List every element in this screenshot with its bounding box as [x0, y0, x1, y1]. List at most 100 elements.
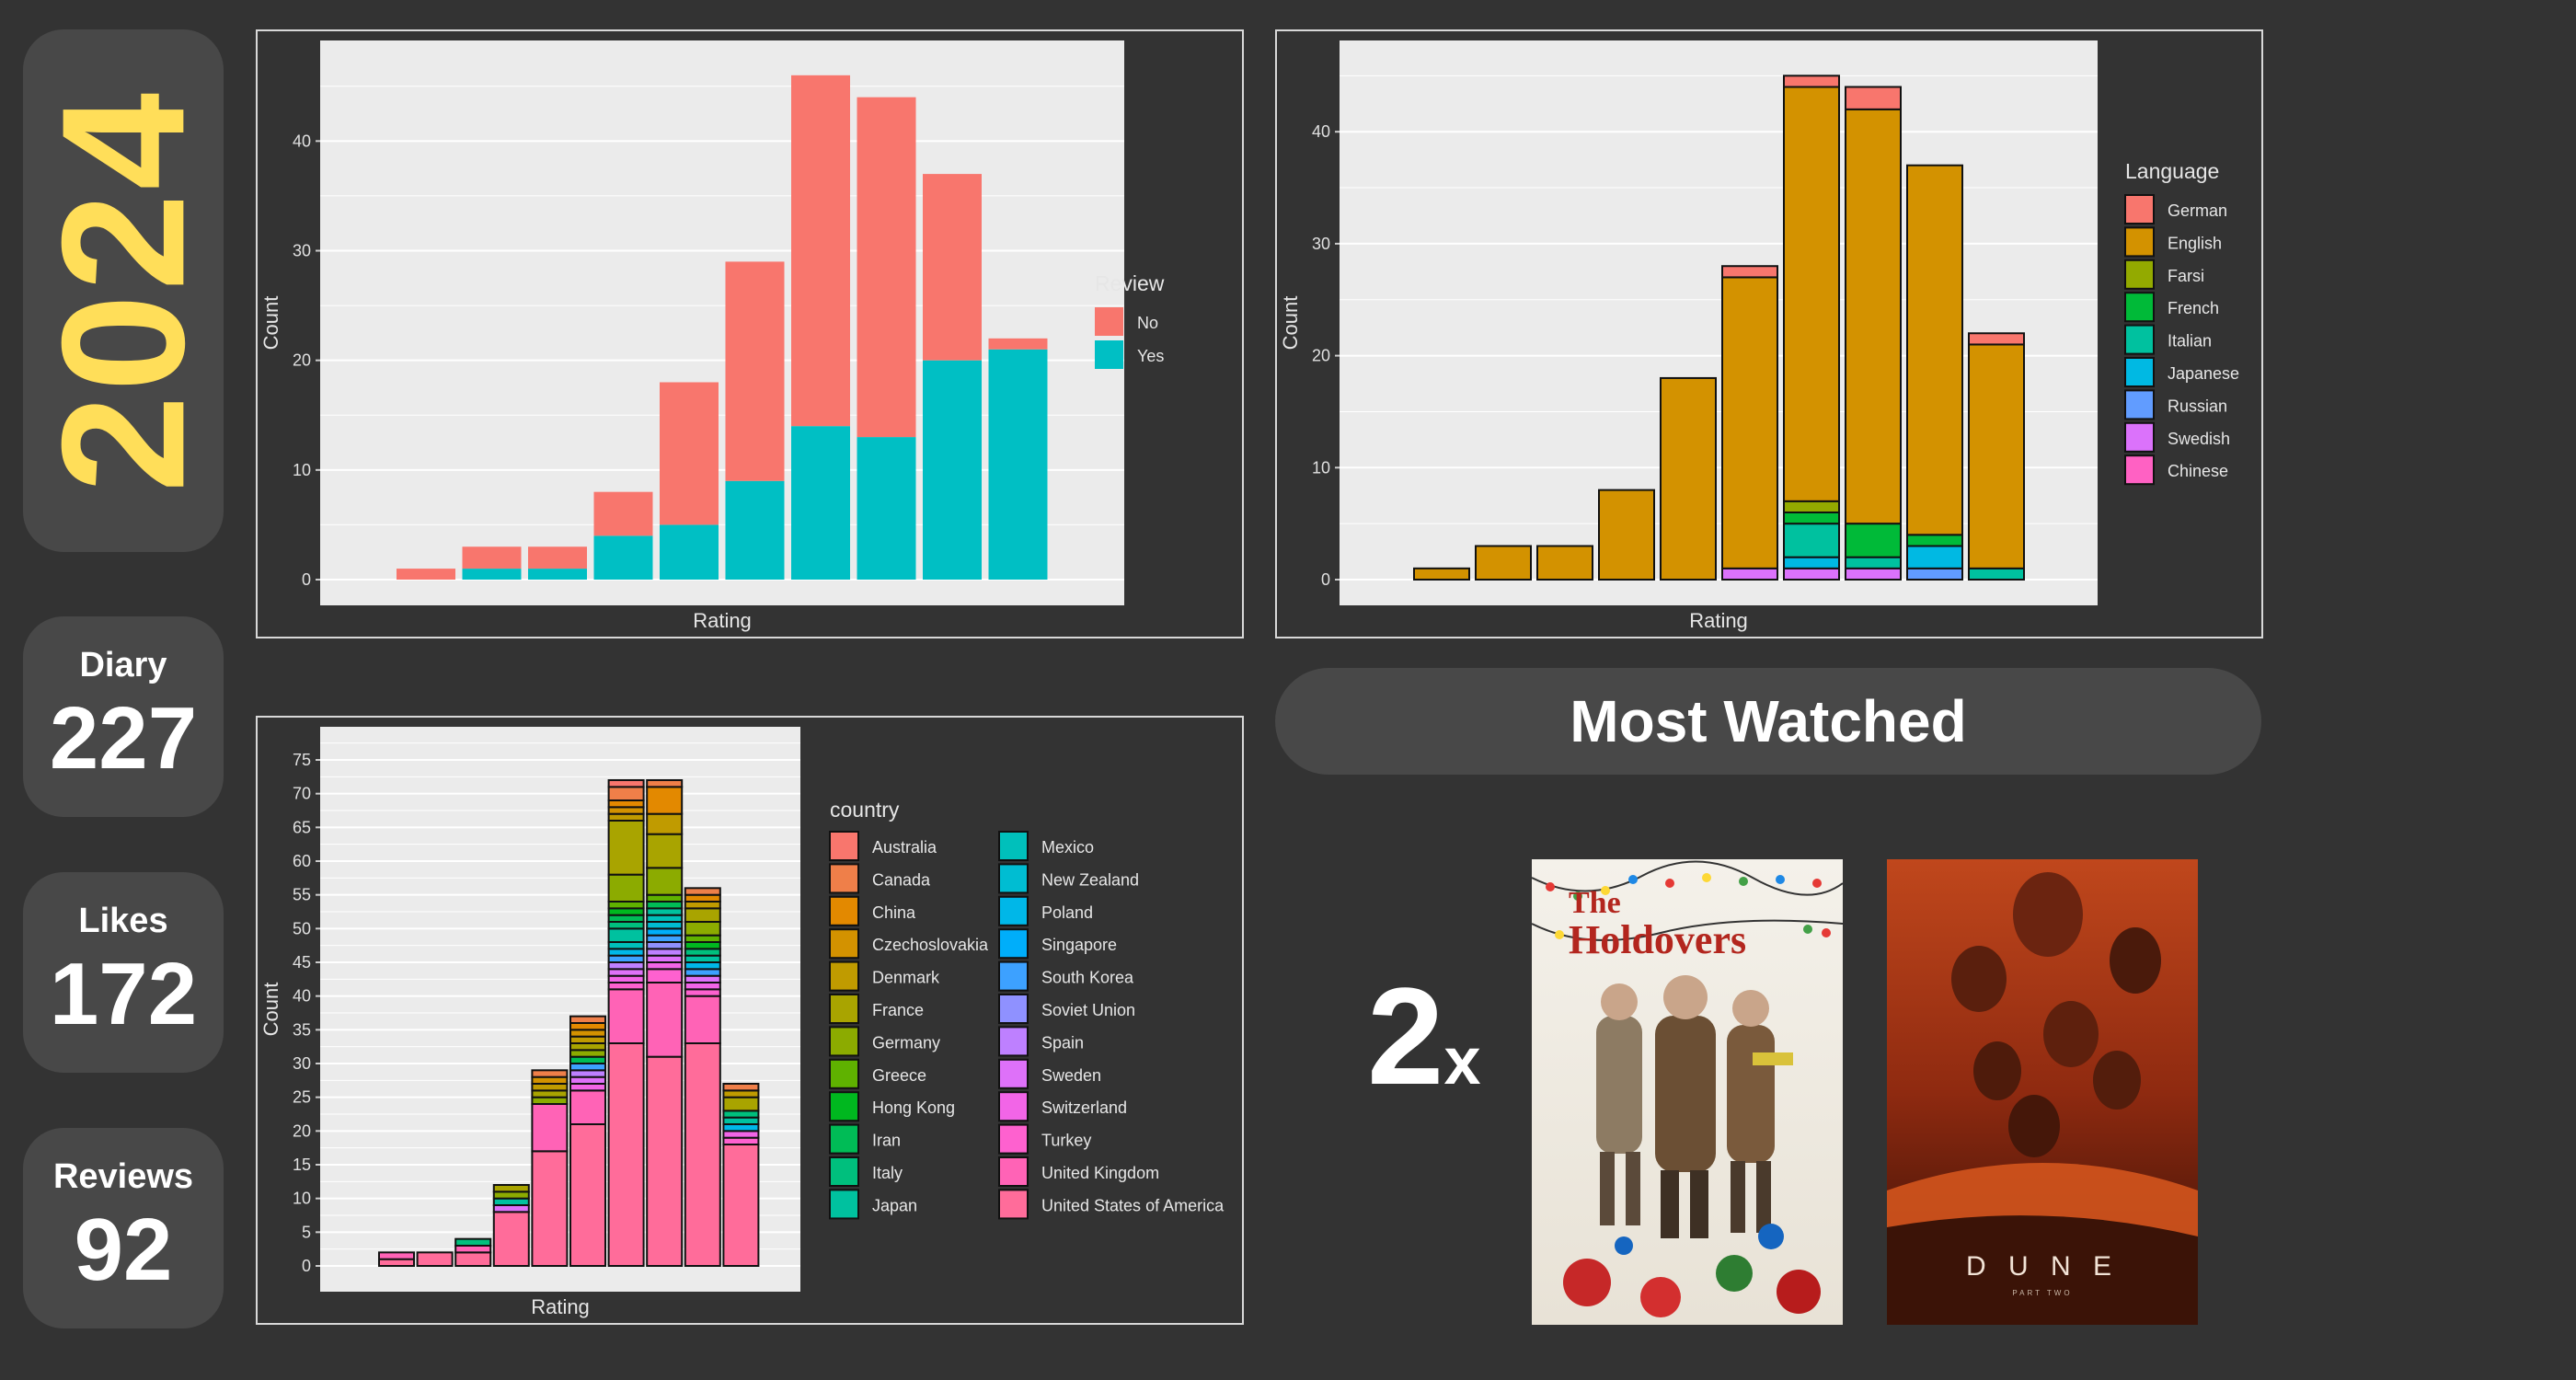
bar-germany — [607, 873, 645, 903]
bar-yes — [462, 569, 522, 580]
y-tick-label: 70 — [293, 785, 311, 803]
legend-label-south-korea: South Korea — [1041, 969, 1134, 987]
legend-label-hong-kong: Hong Kong — [872, 1098, 955, 1117]
bar-czechoslovakia — [569, 1029, 606, 1038]
bar-turkey — [646, 968, 684, 984]
legend-label-turkey: Turkey — [1041, 1132, 1091, 1150]
bar-german — [1721, 265, 1778, 279]
legend-key-french — [2124, 292, 2155, 323]
legend-label-canada: Canada — [872, 870, 931, 889]
legend-key-denmark — [829, 960, 859, 992]
bar-greece — [607, 901, 645, 910]
dune-title: D U N E — [1966, 1251, 2119, 1282]
y-tick-label: 75 — [293, 751, 311, 769]
legend-key-japan — [829, 1189, 859, 1220]
legend-label-singapore: Singapore — [1041, 936, 1117, 954]
bar-denmark — [607, 812, 645, 822]
bar-yes — [660, 524, 719, 580]
legend-key-united-states-of-america — [998, 1189, 1029, 1220]
bar-france — [531, 1089, 569, 1098]
bar-poland — [684, 961, 721, 971]
dune-subtitle: PART TWO — [2012, 1289, 2072, 1297]
reviews-stat-card: Reviews 92 — [23, 1128, 224, 1328]
bar-united-kingdom — [569, 1089, 606, 1126]
bar-sweden — [569, 1075, 606, 1085]
legend-label-new-zealand: New Zealand — [1041, 870, 1139, 889]
bar-new-zealand — [646, 921, 684, 930]
likes-label: Likes — [78, 901, 168, 940]
bar-united-kingdom — [646, 982, 684, 1058]
legend-label-iran: Iran — [872, 1132, 901, 1150]
bar-no — [857, 97, 916, 438]
bar-italian — [1845, 556, 1902, 569]
y-tick-label: 10 — [293, 461, 311, 479]
legend-label-japan: Japan — [872, 1196, 917, 1214]
bar-yes — [791, 426, 850, 580]
legend-key-hong-kong — [829, 1091, 859, 1122]
bar-united-kingdom — [454, 1245, 492, 1254]
legend-key-united-kingdom — [998, 1156, 1029, 1187]
y-tick-label: 20 — [293, 351, 311, 370]
bar-china — [684, 893, 721, 903]
legend-key-australia — [829, 831, 859, 861]
legend-key-chinese — [2124, 454, 2155, 486]
bar-japan — [492, 1197, 530, 1207]
bar-switzerland — [607, 974, 645, 983]
bar-japan — [684, 954, 721, 963]
bar-spain — [646, 948, 684, 957]
y-tick-label: 55 — [293, 886, 311, 904]
poster-the-holdovers[interactable]: The Holdovers — [1532, 859, 1843, 1325]
bar-china — [569, 1022, 606, 1031]
bar-no — [791, 75, 850, 427]
review-chart-panel: 0 10 20 30 40 Rating Count Review No Yes — [256, 29, 1244, 638]
y-tick-label: 60 — [293, 852, 311, 870]
bar-italy — [684, 948, 721, 957]
bar-poland — [722, 1123, 760, 1133]
y-tick-label: 40 — [293, 132, 311, 150]
legend-key-iran — [829, 1123, 859, 1155]
bar-japanese — [1906, 545, 1963, 569]
legend-key-mexico — [998, 831, 1029, 861]
bar-denmark — [684, 901, 721, 910]
likes-value: 172 — [49, 944, 198, 1043]
bar-switzerland — [684, 982, 721, 991]
legend-key-switzerland — [998, 1091, 1029, 1122]
bar-united-states-of-america — [378, 1258, 415, 1268]
holdovers-title-line1: The — [1569, 886, 1621, 920]
bar-germany — [646, 867, 684, 896]
legend-key-yes — [1095, 340, 1123, 369]
bar-french — [1906, 534, 1963, 547]
legend-key-japanese — [2124, 357, 2155, 387]
bar-switzerland — [569, 1083, 606, 1092]
bar-germany — [684, 921, 721, 937]
bar-united-states-of-america — [492, 1211, 530, 1267]
bar-japan — [607, 927, 645, 943]
legend-label-swedish: Swedish — [2168, 430, 2230, 448]
legend-key-china — [829, 895, 859, 926]
bar-australia — [607, 779, 645, 788]
bar-germany — [569, 1049, 606, 1058]
bar-united-kingdom — [607, 988, 645, 1045]
y-tick-label: 15 — [293, 1156, 311, 1174]
bar-english — [1536, 545, 1593, 581]
y-axis-label: Count — [1279, 296, 1302, 351]
bar-english — [1906, 164, 1963, 536]
watch-count-number: 2 — [1367, 959, 1444, 1113]
legend-label-german: German — [2168, 201, 2227, 220]
poster-dune-part-two[interactable]: D U N E PART TWO — [1887, 859, 2198, 1325]
legend-label-soviet-union: Soviet Union — [1041, 1001, 1135, 1019]
bar-switzerland — [646, 961, 684, 971]
bar-japanese — [1783, 556, 1840, 569]
bar-united-states-of-america — [607, 1042, 645, 1267]
legend-label-united-kingdom: United Kingdom — [1041, 1164, 1159, 1182]
language-chart-panel: 0 10 20 30 40 Rating Count Language German Englis… — [1275, 29, 2263, 638]
legend-label-japanese: Japanese — [2168, 364, 2239, 383]
bar-english — [1598, 489, 1655, 581]
bar-spain — [607, 961, 645, 971]
reviews-label: Reviews — [52, 1156, 194, 1196]
bar-south-korea — [646, 934, 684, 944]
legend-title: Language — [2125, 159, 2219, 183]
legend-key-south-korea — [998, 960, 1029, 992]
bar-canada — [646, 779, 684, 788]
y-tick-label: 0 — [302, 1257, 311, 1275]
